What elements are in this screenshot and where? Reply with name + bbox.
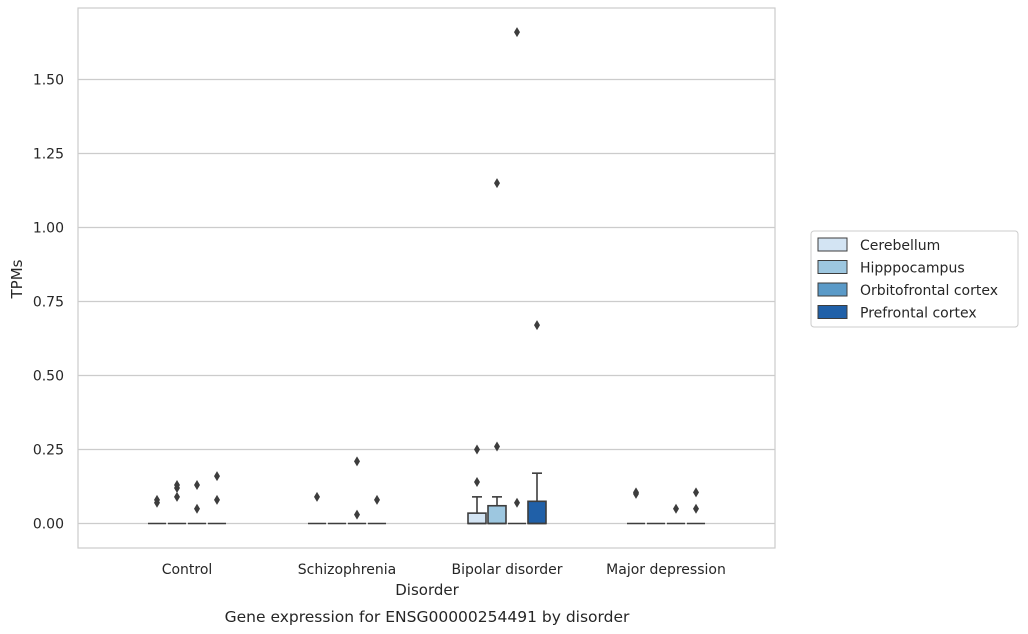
- y-tick-label: 0.00: [33, 517, 64, 533]
- box-body: [467, 512, 487, 525]
- grid-lines: [78, 78, 775, 525]
- box-hipppocampus: [487, 496, 507, 525]
- legend-label: Hipppocampus: [860, 261, 965, 277]
- x-tick-label: Bipolar disorder: [451, 562, 562, 578]
- outlier-point: [194, 480, 200, 491]
- x-tick-label: Schizophrenia: [298, 562, 396, 578]
- outlier-point: [214, 494, 220, 505]
- box-prefrontal-cortex: [527, 472, 547, 525]
- legend-swatch: [817, 260, 848, 274]
- outlier-point: [474, 477, 480, 488]
- outlier-point: [374, 494, 380, 505]
- y-tick-label: 1.50: [33, 73, 64, 89]
- y-tick-label: 0.75: [33, 295, 64, 311]
- legend-swatch: [817, 237, 848, 252]
- x-tick-label: Control: [162, 562, 213, 578]
- outlier-point: [534, 320, 540, 331]
- legend-label: Cerebellum: [860, 238, 940, 254]
- plot-area-frame: [77, 7, 776, 549]
- x-axis-title: Disorder: [395, 581, 459, 599]
- outlier-point: [673, 503, 679, 514]
- y-tick-label: 1.25: [33, 147, 64, 163]
- outlier-point: [693, 487, 699, 498]
- y-tick-label: 0.25: [33, 443, 64, 459]
- x-axis-ticks: Control Schizophrenia Bipolar disorder Majo…: [162, 562, 726, 578]
- figure-caption: Gene expression for ENSG00000254491 by d…: [225, 608, 630, 626]
- outlier-point: [354, 456, 360, 467]
- y-tick-label: 1.00: [33, 221, 64, 237]
- outlier-point: [474, 444, 480, 455]
- outliers: [154, 27, 699, 520]
- legend-label: Orbitofrontal cortex: [860, 283, 998, 299]
- outlier-point: [514, 27, 520, 38]
- legend-frame: [810, 230, 1019, 328]
- outlier-point: [354, 509, 360, 520]
- box-body: [527, 500, 547, 525]
- outlier-point: [174, 491, 180, 502]
- outlier-point: [693, 503, 699, 514]
- outlier-point: [494, 178, 500, 189]
- box-cerebellum: [467, 496, 487, 525]
- legend-label: Prefrontal cortex: [860, 306, 977, 322]
- legend-swatch: [817, 305, 848, 319]
- legend: Cerebellum Hipppocampus Orbitofrontal cort…: [810, 230, 1019, 328]
- outlier-point: [514, 497, 520, 508]
- outlier-point: [494, 441, 500, 452]
- y-axis-title: TPMs: [8, 259, 26, 299]
- box-body: [487, 504, 507, 525]
- x-tick-label: Major depression: [606, 562, 726, 578]
- outlier-point: [633, 487, 639, 498]
- outlier-point: [154, 494, 160, 505]
- y-axis-ticks: 0.00 0.25 0.50 0.75 1.00 1.25 1.50: [33, 73, 64, 533]
- y-tick-label: 0.50: [33, 369, 64, 385]
- outlier-point: [174, 480, 180, 491]
- outlier-point: [194, 503, 200, 514]
- outlier-point: [314, 491, 320, 502]
- boxes: [148, 472, 705, 525]
- legend-swatch: [817, 282, 848, 297]
- outlier-point: [214, 471, 220, 482]
